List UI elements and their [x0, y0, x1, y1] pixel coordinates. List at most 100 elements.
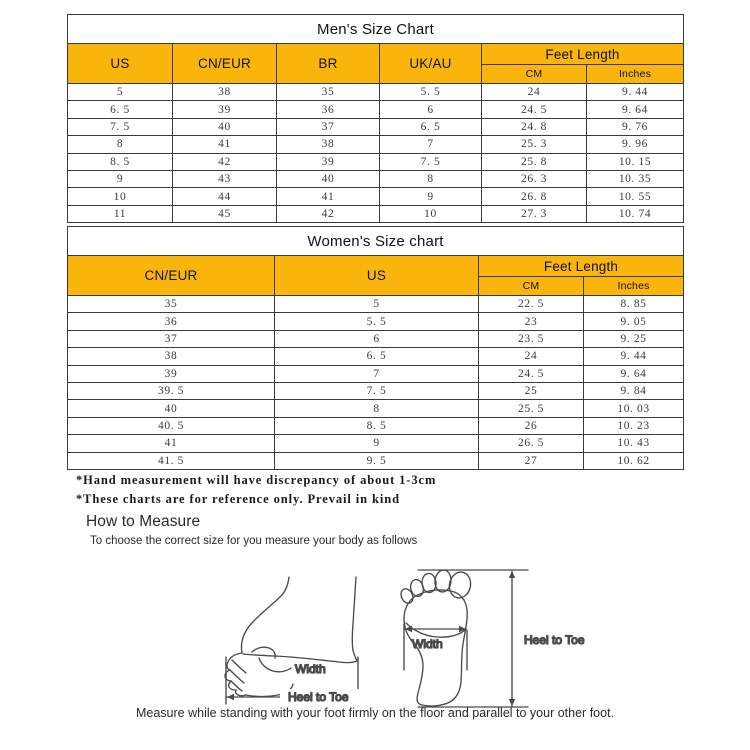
table-cell: 8. 85 [582, 294, 685, 314]
table-cell: 23 [478, 312, 584, 331]
table-row: 6. 5 39 36 6 24. 5 9. 64 [67, 100, 685, 119]
mens-title: Men's Size Chart [66, 14, 685, 44]
table-cell: 9 [67, 169, 173, 189]
table-cell: 39 [172, 100, 277, 119]
table-cell: 39 [276, 152, 380, 171]
mens-subheader-inches: Inches [585, 64, 685, 84]
table-row: 38 6. 5 24 9. 44 [67, 347, 685, 366]
table-cell: 27 [478, 451, 584, 470]
table-cell: 10. 43 [582, 434, 685, 453]
table-row: 40 8 25. 5 10. 03 [67, 399, 685, 418]
table-cell: 37 [276, 117, 380, 137]
table-cell: 8. 5 [274, 416, 479, 436]
womens-group-header-feet-length: Feet Length [477, 255, 685, 277]
table-cell: 24 [481, 82, 587, 102]
table-cell: 38 [172, 82, 277, 102]
table-cell: 25. 5 [478, 399, 584, 418]
table-cell: 36 [67, 312, 275, 331]
mens-subheader-row: CM Inches [68, 64, 685, 84]
table-row: 5 38 35 5. 5 24 9. 44 [67, 82, 685, 102]
table-cell: 8 [67, 135, 173, 154]
table-row: 8 41 38 7 25. 3 9. 96 [67, 135, 685, 154]
mens-group-header-feet-length: Feet Length [480, 43, 685, 65]
top-view-width-label: Width [412, 637, 443, 651]
table-cell: 9. 64 [585, 100, 685, 119]
table-row: 11 45 42 10 27. 3 10. 74 [67, 204, 685, 224]
table-cell: 26. 3 [481, 169, 587, 189]
table-row: 7. 5 40 37 6. 5 24. 8 9. 76 [67, 117, 685, 137]
top-view-width-dimension [403, 623, 468, 671]
table-cell: 40 [276, 169, 380, 189]
mens-col-header-br: BR [276, 43, 380, 84]
table-cell: 38 [276, 135, 380, 154]
table-cell: 38 [67, 347, 275, 366]
foot-measurement-svg: Width Heel to Toe [224, 569, 585, 708]
table-cell: 24 [478, 347, 584, 366]
mens-col-header-cn-eur: CN/EUR [172, 43, 277, 84]
mens-title-row: Men's Size Chart [66, 14, 685, 44]
table-cell: 9 [274, 434, 479, 453]
measure-footer-note: Measure while standing with your foot fi… [135, 706, 615, 720]
table-cell: 43 [172, 169, 277, 189]
table-cell: 11 [67, 204, 173, 224]
table-cell: 40 [67, 399, 275, 418]
table-cell: 27. 3 [481, 204, 587, 224]
table-cell: 36 [276, 100, 380, 119]
table-cell: 24. 5 [478, 364, 584, 383]
table-cell: 22. 5 [478, 294, 584, 314]
side-view-heel-to-toe-label: Heel to Toe [288, 690, 349, 704]
table-row: 41 9 26. 5 10. 43 [67, 434, 685, 453]
table-cell: 42 [172, 152, 277, 171]
table-cell: 9. 84 [582, 381, 685, 401]
table-cell: 8. 5 [67, 152, 173, 171]
table-cell: 10. 74 [585, 204, 685, 224]
table-cell: 45 [172, 204, 277, 224]
table-cell: 39. 5 [67, 381, 275, 401]
table-cell: 10. 62 [582, 451, 685, 470]
table-cell: 5. 5 [274, 312, 479, 331]
table-cell: 5 [274, 294, 479, 314]
table-cell: 25. 8 [481, 152, 587, 171]
table-cell: 42 [276, 204, 380, 224]
table-cell: 26. 8 [481, 187, 587, 206]
table-cell: 10. 03 [582, 399, 685, 418]
table-cell: 6. 5 [67, 100, 173, 119]
table-cell: 26. 5 [478, 434, 584, 453]
womens-title: Women's Size chart [66, 226, 685, 256]
table-cell: 10 [379, 204, 482, 224]
table-row: 39. 5 7. 5 25 9. 84 [67, 381, 685, 401]
mens-size-table: Men's Size Chart US CN/EUR BR UK/AU Feet… [66, 14, 685, 224]
table-cell: 10. 15 [585, 152, 685, 171]
table-cell: 6. 5 [274, 347, 479, 366]
table-cell: 8 [379, 169, 482, 189]
table-cell: 9. 64 [582, 364, 685, 383]
table-row: 40. 5 8. 5 26 10. 23 [67, 416, 685, 436]
table-cell: 41 [172, 135, 277, 154]
womens-subheader-row: CM Inches [68, 276, 685, 296]
table-row: 10 44 41 9 26. 8 10. 55 [67, 187, 685, 206]
table-cell: 10 [67, 187, 173, 206]
table-row: 35 5 22. 5 8. 85 [67, 294, 685, 314]
table-cell: 9. 44 [585, 82, 685, 102]
table-cell: 9. 76 [585, 117, 685, 137]
table-cell: 25 [478, 381, 584, 401]
table-row: 9 43 40 8 26. 3 10. 35 [67, 169, 685, 189]
table-cell: 5. 5 [379, 82, 482, 102]
table-cell: 7. 5 [274, 381, 479, 401]
table-cell: 7 [274, 364, 479, 383]
womens-header-row: CN/EUR US Feet Length [67, 255, 685, 296]
table-cell: 35 [67, 294, 275, 314]
table-cell: 7. 5 [379, 152, 482, 171]
table-row: 8. 5 42 39 7. 5 25. 8 10. 15 [67, 152, 685, 171]
table-cell: 10. 23 [582, 416, 685, 436]
table-cell: 39 [67, 364, 275, 383]
table-cell: 6 [274, 329, 479, 349]
mens-col-header-uk-au: UK/AU [379, 43, 482, 84]
womens-table-body: 35 5 22. 5 8. 85 36 5. 5 23 9. 05 37 6 23. 5 9. 25 3… [67, 294, 685, 470]
table-cell: 5 [67, 82, 173, 102]
table-cell: 24. 5 [481, 100, 587, 119]
table-cell: 10. 35 [585, 169, 685, 189]
mens-subheader-cm: CM [481, 64, 587, 84]
how-to-measure-title: How to Measure [86, 513, 201, 530]
